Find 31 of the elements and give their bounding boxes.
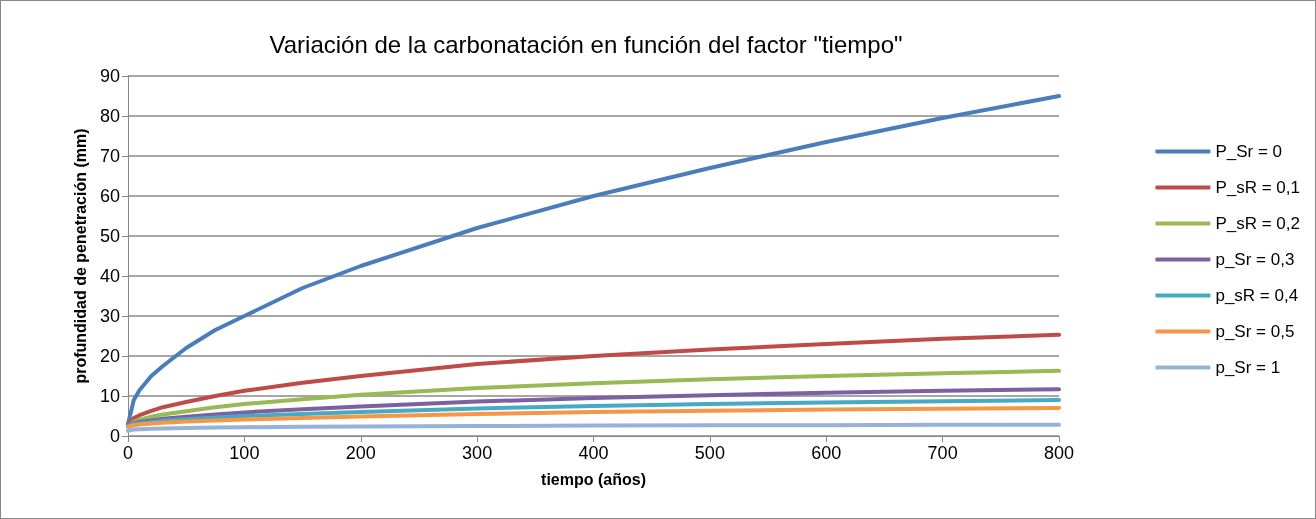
legend-label: p_sR = 0,4 <box>1215 286 1299 305</box>
y-tick-label: 90 <box>99 66 120 86</box>
legend-label: p_Sr = 1 <box>1215 358 1281 377</box>
line-series <box>126 406 1061 429</box>
y-axis-title: profundidad de penetración (mm) <box>71 128 89 384</box>
y-tick-label: 70 <box>99 146 120 166</box>
y-tick-label: 0 <box>109 426 120 446</box>
x-tick-label: 500 <box>694 443 725 463</box>
x-tick-label: 100 <box>229 443 260 463</box>
y-tick-label: 10 <box>99 386 120 406</box>
chart-title: Variación de la carbonatación en función del factor "tiempo" <box>269 30 903 58</box>
x-tick-label: 700 <box>927 443 958 463</box>
y-tick-label: 60 <box>99 186 120 206</box>
x-tick-label: 300 <box>462 443 493 463</box>
legend-label: p_Sr = 0,5 <box>1215 322 1295 341</box>
y-tick-label: 20 <box>99 346 120 366</box>
x-tick-label: 800 <box>1043 443 1075 463</box>
legend-label: P_sR = 0,1 <box>1215 178 1300 197</box>
x-axis-title: tiempo (años) <box>541 470 646 488</box>
x-tick-label: 600 <box>811 443 842 463</box>
y-tick-label: 50 <box>99 226 120 246</box>
legend-label: p_Sr = 0,3 <box>1215 250 1295 269</box>
y-tick-label: 30 <box>99 306 120 326</box>
legend-label: P_Sr = 0 <box>1215 142 1283 161</box>
y-tick-label: 40 <box>99 266 120 286</box>
line-series <box>126 422 1061 433</box>
x-tick-label: 0 <box>122 443 134 463</box>
x-tick-label: 200 <box>345 443 376 463</box>
legend-label: P_sR = 0,2 <box>1215 214 1300 233</box>
y-tick-label: 80 <box>99 106 120 126</box>
x-tick-label: 400 <box>578 443 609 463</box>
